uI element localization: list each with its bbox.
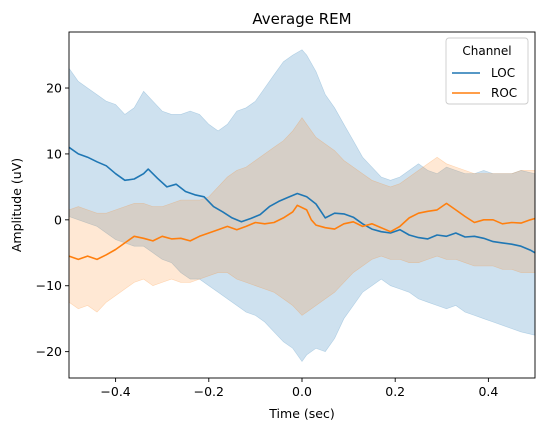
y-tick-label: 0 xyxy=(54,212,62,227)
y-tick-label: −20 xyxy=(36,344,62,359)
legend-label-roc: ROC xyxy=(491,86,517,100)
series-line-loc xyxy=(68,146,536,254)
legend-title: Channel xyxy=(462,44,511,58)
chart-title: Average REM xyxy=(252,10,351,28)
x-tick-label: 0.0 xyxy=(292,384,312,399)
legend-label-loc: LOC xyxy=(491,66,515,80)
x-tick-label: 0.4 xyxy=(478,384,498,399)
legend-box xyxy=(445,37,529,105)
x-tick-label: −0.4 xyxy=(100,384,130,399)
x-axis: −0.4 −0.2 0.0 0.2 0.4 xyxy=(100,378,498,399)
y-tick-label: −10 xyxy=(36,278,62,293)
series-line-roc xyxy=(68,202,536,261)
y-axis-label: Amplitude (uV) xyxy=(9,158,24,252)
legend: Channel LOC ROC xyxy=(445,37,529,105)
y-tick-label: 10 xyxy=(46,146,62,161)
x-tick-label: −0.2 xyxy=(194,384,224,399)
series-lines xyxy=(68,146,536,261)
y-axis: −20 −10 0 10 20 xyxy=(36,81,69,359)
x-tick-label: 0.2 xyxy=(385,384,405,399)
y-tick-label: 20 xyxy=(46,81,62,96)
x-axis-label: Time (sec) xyxy=(268,406,334,421)
